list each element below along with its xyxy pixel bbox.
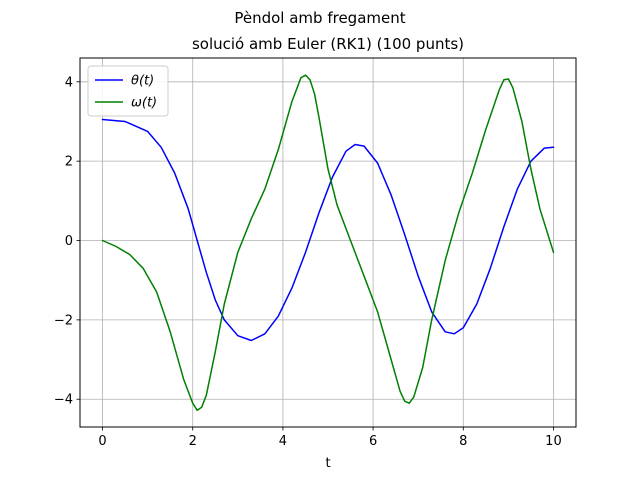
plot-area-frame — [79, 57, 577, 428]
x-tick-label: 6 — [369, 434, 377, 449]
y-tick-label: −2 — [54, 313, 73, 328]
x-tick-label: 8 — [459, 434, 467, 449]
y-tick-label: −4 — [54, 393, 73, 408]
y-tick-label: 2 — [65, 155, 73, 170]
x-tick-label: 4 — [279, 434, 287, 449]
x-tick-label: 2 — [189, 434, 197, 449]
y-tick-label: 4 — [65, 75, 73, 90]
legend-label: ω(t) — [131, 96, 157, 111]
series-lines — [101, 74, 555, 412]
legend-label: θ(t) — [131, 74, 154, 89]
y-tick-label: 0 — [65, 234, 73, 249]
x-tick-label: 0 — [98, 434, 106, 449]
series-line-theta — [101, 118, 555, 342]
grid-lines — [80, 58, 576, 427]
x-tick-label: 10 — [545, 434, 562, 449]
chart-title: solució amb Euler (RK1) (100 punts) — [192, 35, 464, 53]
legend: θ(t) ω(t) — [87, 65, 169, 117]
series-line-omega — [101, 74, 555, 412]
legend-box — [87, 65, 169, 117]
x-axis-label: t — [325, 456, 330, 471]
axis-ticks: 0 2 4 6 8 10 −4 −2 0 2 4 — [54, 75, 562, 449]
chart-suptitle: Pèndol amb fregament — [234, 9, 405, 27]
